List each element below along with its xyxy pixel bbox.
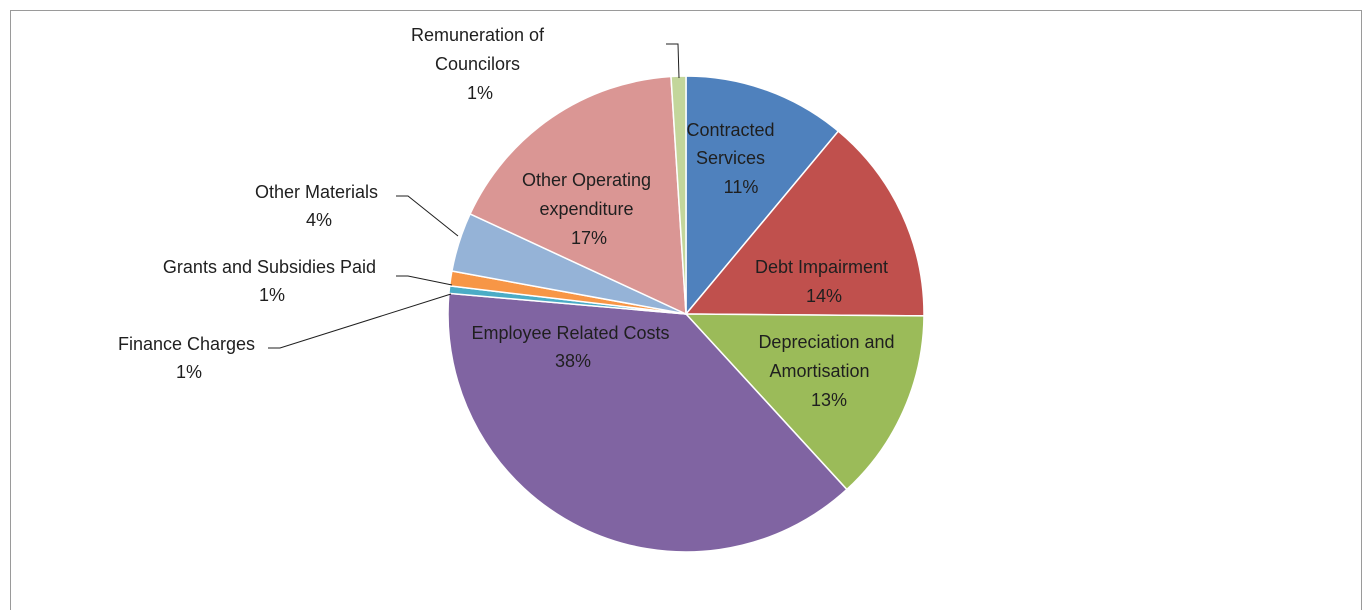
pie-slices (447, 75, 925, 553)
label-finance: Finance Charges 1% (118, 334, 260, 382)
label-employee: Employee Related Costs 38% (471, 323, 674, 371)
slice-debt-impairment (684, 130, 925, 317)
label-other-materials-line1: Other Materials (255, 182, 378, 202)
slice-other-operating-expenditure (469, 75, 687, 316)
leader-remuneration (666, 43, 680, 79)
label-debt: Debt Impairment 14% (755, 257, 893, 306)
label-other-operating: Other Operating expenditure 17% (522, 170, 656, 248)
label-grants-line1: Grants and Subsidies Paid (163, 257, 376, 277)
label-other-materials-pct: 4% (306, 210, 332, 230)
label-remuneration-line2: Councilors (435, 54, 520, 74)
slice-contracted-services (685, 75, 840, 317)
label-employee-pct: 38% (555, 351, 591, 371)
leader-finance (268, 293, 452, 349)
label-contracted-pct: 11% (724, 177, 759, 197)
slice-employee-related-costs (447, 292, 848, 553)
slice-depreciation-and-amortisation (684, 313, 925, 491)
label-depreciation-line2: Amortisation (769, 361, 869, 381)
label-remuneration-line1: Remuneration of (411, 25, 545, 45)
label-employee-line1: Employee Related Costs (471, 323, 669, 343)
leader-grants (396, 275, 453, 286)
label-debt-pct: 14% (806, 286, 842, 306)
label-contracted-line2: Services (696, 148, 765, 168)
chart-frame (10, 10, 1362, 610)
label-other-operating-pct: 17% (571, 228, 607, 248)
label-depreciation-line1: Depreciation and (758, 332, 894, 352)
leader-other-materials (396, 195, 459, 237)
label-other-operating-line2: expenditure (539, 199, 633, 219)
label-grants-pct: 1% (259, 285, 285, 305)
label-other-operating-line1: Other Operating (522, 170, 651, 190)
label-contracted-line1: Contracted (686, 120, 774, 140)
label-remuneration: Remuneration of Councilors 1% (411, 25, 549, 103)
label-depreciation: Depreciation and Amortisation 13% (758, 332, 899, 410)
label-remuneration-pct: 1% (467, 83, 493, 103)
label-other-materials: Other Materials 4% (255, 182, 383, 230)
label-debt-line1: Debt Impairment (755, 257, 888, 277)
label-contracted: Contracted Services 11% (686, 120, 779, 197)
label-depreciation-pct: 13% (811, 390, 847, 410)
label-grants: Grants and Subsidies Paid 1% (163, 257, 381, 305)
label-finance-line1: Finance Charges (118, 334, 255, 354)
label-finance-pct: 1% (176, 362, 202, 382)
